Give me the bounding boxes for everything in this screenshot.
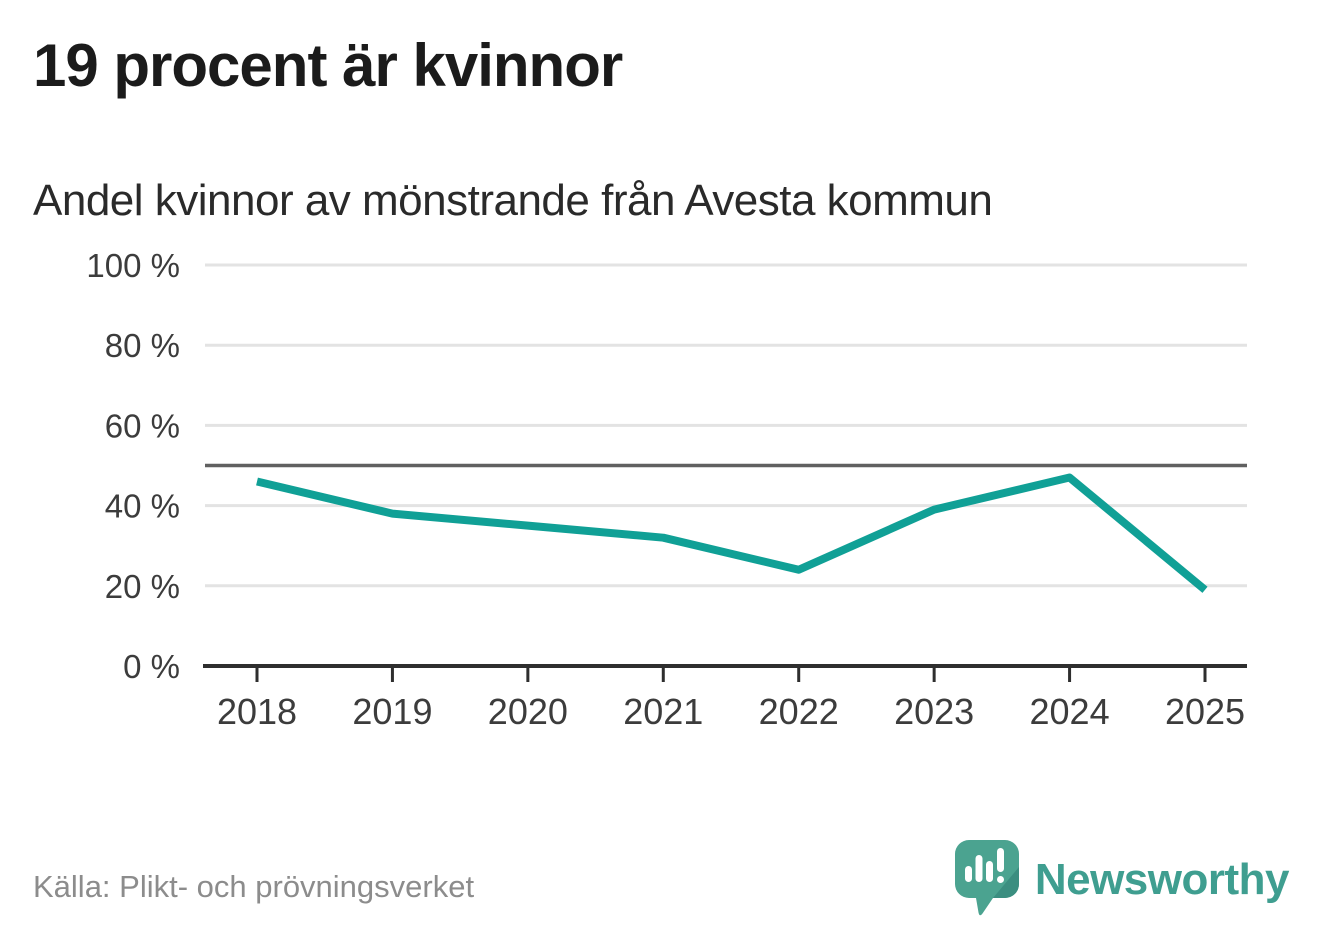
x-tick-label-2019: 2019	[352, 691, 432, 732]
data-line-andel-kvinnor-av-mönstrande	[256, 473, 1208, 593]
x-tick-label-2024: 2024	[1030, 691, 1110, 732]
x-tick-label-2021: 2021	[623, 691, 703, 732]
x-tick-label-2022: 2022	[759, 691, 839, 732]
x-tick-label-2025: 2025	[1165, 691, 1245, 732]
x-tick-label-2018: 2018	[217, 691, 297, 732]
newsworthy-logo-text: Newsworthy	[1034, 855, 1290, 904]
x-tick-label-2023: 2023	[894, 691, 974, 732]
chart-title: 19 procent är kvinnor	[33, 32, 623, 99]
y-tick-label-40: 40 %	[105, 488, 180, 525]
y-tick-label-80: 80 %	[105, 327, 180, 364]
x-tick-label-2020: 2020	[488, 691, 568, 732]
source-note: Källa: Plikt- och prövningsverket	[33, 869, 475, 904]
y-tick-label-60: 60 %	[105, 407, 180, 444]
y-tick-label-100: 100 %	[86, 247, 180, 284]
y-tick-label-0: 0 %	[123, 648, 180, 685]
y-tick-label-20: 20 %	[105, 568, 180, 605]
newsworthy-logo: Newsworthy	[954, 840, 1290, 920]
line-chart-plot: 2018 2019 2020 2021 2022 2023 2024 2025 0 % 20 % 4…	[86, 247, 1247, 732]
chart-subtitle: Andel kvinnor av mönstrande från Avesta …	[33, 176, 993, 225]
newsworthy-logo-icon	[954, 840, 1019, 916]
